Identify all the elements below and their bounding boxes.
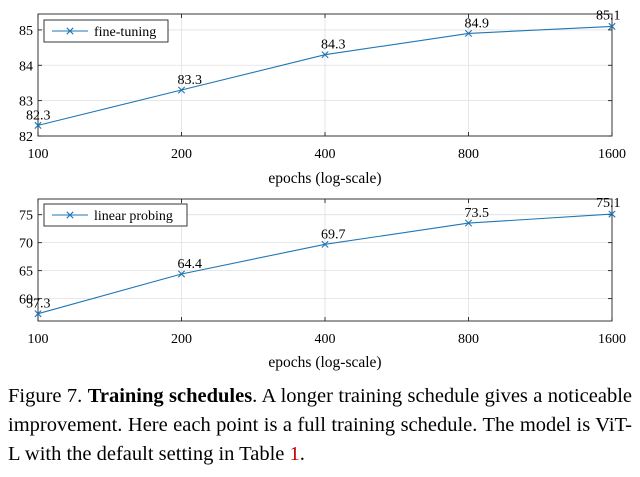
y-tick-label: 85 xyxy=(19,24,33,39)
chart-1: 82 83 84 85 100 200 400 800 1600 epochs (log-scal… xyxy=(19,8,626,187)
y-tick-label: 60 xyxy=(19,293,33,308)
caption-text: . A longer training schedule gives a not… xyxy=(8,385,632,465)
data-label: 64.4 xyxy=(178,257,203,272)
data-point-marker xyxy=(34,121,42,129)
caption-end: . xyxy=(299,443,305,465)
x-tick-label: 400 xyxy=(315,332,336,347)
caption-bold-title: Training schedules xyxy=(87,385,253,407)
caption-table-ref[interactable]: 1 xyxy=(289,443,300,465)
y-tick-label: 82 xyxy=(19,130,33,145)
figure-caption: Figure 7. Training schedules. A longer t… xyxy=(8,382,632,469)
legend-label: linear probing xyxy=(94,209,173,224)
data-label: 73.5 xyxy=(465,206,490,221)
y-tick-label: 83 xyxy=(19,95,33,110)
y-tick-label: 70 xyxy=(19,237,33,252)
data-point-marker xyxy=(321,51,329,59)
data-point-marker xyxy=(34,310,42,318)
x-tick-label: 200 xyxy=(171,332,192,347)
legend-marker xyxy=(66,27,74,35)
data-point-marker xyxy=(464,219,473,227)
legend-label: fine-tuning xyxy=(94,25,156,40)
y-tick-label: 65 xyxy=(19,265,33,280)
legend-box xyxy=(43,203,188,227)
data-point-marker xyxy=(177,86,186,94)
x-tick-label: 200 xyxy=(171,147,192,162)
x-tick-label: 800 xyxy=(458,332,479,347)
legend: linear probing xyxy=(43,203,188,227)
y-tick-label: 84 xyxy=(19,59,33,74)
x-tick-label: 800 xyxy=(458,147,479,162)
legend: fine-tuning xyxy=(43,19,169,43)
x-tick-label: 1600 xyxy=(598,147,626,162)
y-tick-label: 75 xyxy=(19,209,33,224)
data-label: 82.3 xyxy=(26,108,51,123)
x-tick-label: 1600 xyxy=(598,332,626,347)
legend-marker xyxy=(66,211,74,219)
data-point-marker xyxy=(321,240,329,248)
caption-prefix: Figure 7. xyxy=(8,385,83,407)
x-axis-label: epochs (log-scale) xyxy=(268,170,381,187)
data-point-marker xyxy=(464,29,473,38)
x-tick-label: 400 xyxy=(315,147,336,162)
legend-box xyxy=(43,19,169,43)
data-label: 84.3 xyxy=(321,38,346,53)
data-label: 69.7 xyxy=(321,227,346,242)
data-point-marker xyxy=(608,22,616,30)
figure-charts: 82 83 84 85 100 200 400 800 1600 epochs (log-scal… xyxy=(19,8,626,371)
data-label: 57.3 xyxy=(26,297,51,312)
x-tick-label: 100 xyxy=(28,332,49,347)
data-label: 84.9 xyxy=(465,16,490,31)
data-point-marker xyxy=(177,270,186,278)
data-point-marker xyxy=(608,210,616,218)
data-label: 75.1 xyxy=(596,196,621,211)
x-tick-label: 100 xyxy=(28,147,49,162)
data-label: 83.3 xyxy=(178,73,203,88)
data-label: 85.1 xyxy=(596,8,621,23)
chart-2: 60 65 70 75 100 200 400 800 1600 epochs (log-scal… xyxy=(19,196,626,371)
x-axis-label: epochs (log-scale) xyxy=(268,354,381,371)
